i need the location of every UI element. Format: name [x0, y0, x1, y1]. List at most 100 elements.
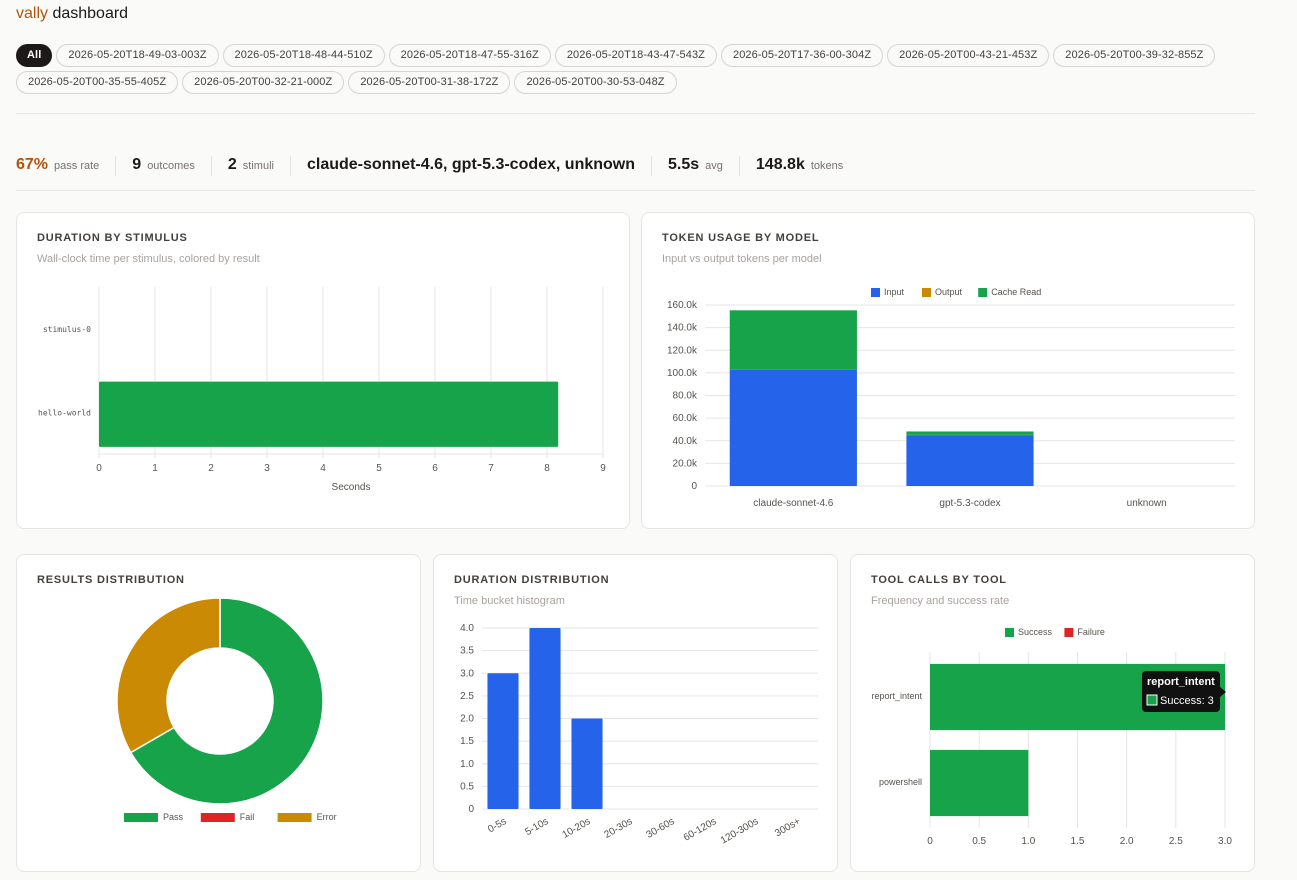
app-title: vally dashboard [16, 5, 128, 23]
x-tick-label: 6 [432, 463, 438, 474]
filter-chip-run[interactable]: 2026-05-20T18-43-47-543Z [554, 44, 717, 67]
card-subtitle: Wall-clock time per stimulus, colored by… [37, 253, 260, 265]
stat-value: 148.8k [755, 156, 805, 173]
x-tick-label: 0 [927, 836, 933, 847]
x-tick-label: 60-120s [682, 816, 719, 844]
bar-hello-world [99, 381, 559, 447]
y-tick-label: report_intent [871, 691, 922, 701]
legend-label: Cache Read [991, 287, 1041, 297]
stat-label: pass rate [54, 160, 100, 172]
filter-chip-run[interactable]: 2026-05-20T00-35-55-405Z [16, 71, 179, 94]
duration-by-stimulus-chart: 0 1 2 3 4 5 6 7 8 9 stimulus-0 hello-world Seconds [38, 287, 606, 493]
card-title: RESULTS DISTRIBUTION [37, 574, 185, 586]
legend-label: Success [1018, 627, 1053, 637]
x-tick-label: 1 [152, 463, 158, 474]
card-subtitle: Frequency and success rate [871, 595, 1010, 607]
y-tick-label: 4.0 [460, 623, 474, 634]
card-subtitle: Input vs output tokens per model [662, 253, 822, 265]
y-tick-label: 3.0 [460, 668, 474, 679]
y-tick-label: 80.0k [673, 391, 698, 402]
y-tick-label: 1.5 [460, 736, 474, 747]
x-tick-label: 7 [488, 463, 494, 474]
summary-stats: 67% pass rate 9 outcomes 2 stimuli claude-sonn… [16, 154, 859, 178]
filter-chip-run[interactable]: 2026-05-20T18-47-55-316Z [388, 44, 551, 67]
x-tick-label: 30-60s [645, 816, 677, 841]
bar-segment-input [906, 435, 1034, 486]
y-tick-label: 0 [691, 481, 697, 492]
pie-slice-error [116, 597, 221, 754]
stat-item: 67% pass rate [16, 156, 115, 176]
y-tick-label: 0.5 [460, 781, 474, 792]
legend-swatch-success [1005, 628, 1014, 637]
bar-segment-input [729, 369, 857, 486]
legend-swatch-output [922, 288, 931, 297]
stat-value: 67% [16, 156, 49, 173]
x-tick-label: 10-20s [561, 816, 593, 841]
y-tick-label: 2.0 [460, 714, 474, 725]
brand-accent: vally [16, 5, 49, 22]
x-tick-label: 3 [264, 463, 270, 474]
legend-label: Pass [163, 812, 184, 822]
token-usage-chart: 0 20.0k 40.0k 60.0k 80.0k 100.0k 120.0k 140.0k 1… [667, 287, 1235, 509]
run-filter-chips: All 2026-05-20T18-49-03-003Z 2026-05-20T18… [16, 44, 1256, 94]
histogram-bar-0-5s [487, 673, 519, 809]
stat-item: 148.8k tokens [738, 156, 859, 176]
y-tick-label: stimulus-0 [43, 325, 91, 334]
stat-value: claude-sonnet-4.6, gpt-5.3-codex, unknow… [306, 156, 636, 173]
filter-chip-run[interactable]: 2026-05-20T00-30-53-048Z [514, 71, 677, 94]
x-tick-label: 5-10s [523, 816, 550, 838]
y-tick-label: 100.0k [667, 368, 698, 379]
duration-distribution-chart: 0 0.5 1.0 1.5 2.0 2.5 3.0 3.5 4.0 0-5s 5-10s 10-20s… [460, 623, 818, 846]
x-tick-label: 2.0 [1120, 836, 1134, 847]
y-tick-label: 2.5 [460, 691, 474, 702]
stat-value: 9 [132, 156, 142, 173]
tooltip-caret [1220, 687, 1226, 697]
y-tick-label: 0 [468, 804, 474, 815]
histogram-bar-10-20s [571, 718, 603, 809]
x-tick-label: 1.0 [1021, 836, 1035, 847]
tooltip-box [1142, 671, 1220, 712]
stat-item: 5.5s avg [651, 156, 739, 176]
x-tick-label: 8 [544, 463, 550, 474]
legend-swatch-fail [200, 813, 235, 822]
card-subtitle: Time bucket histogram [454, 595, 565, 607]
legend-swatch-cache-read [978, 288, 988, 297]
bar-segment-cache-read [729, 310, 857, 370]
y-tick-label: hello-world [38, 408, 91, 417]
filter-chip-run[interactable]: 2026-05-20T00-43-21-453Z [887, 44, 1050, 67]
y-tick-label: 3.5 [460, 646, 474, 657]
stat-item: 9 outcomes [115, 156, 211, 176]
tooltip-swatch [1146, 694, 1158, 706]
x-tick-label: 5 [376, 463, 382, 474]
filter-chip-run[interactable]: 2026-05-20T18-48-44-510Z [222, 44, 385, 67]
filter-chip-run[interactable]: 2026-05-20T18-49-03-003Z [56, 44, 219, 67]
x-tick-label: gpt-5.3-codex [939, 498, 1000, 509]
stat-label: outcomes [147, 160, 195, 172]
filter-chip-run[interactable]: 2026-05-20T00-31-38-172Z [348, 71, 511, 94]
card-title: TOOL CALLS BY TOOL [871, 574, 1007, 586]
y-tick-label: 120.0k [667, 345, 698, 356]
tool-calls-card: TOOL CALLS BY TOOL Frequency and success… [850, 554, 1255, 872]
y-tick-label: 1.0 [460, 759, 474, 770]
x-tick-label: 9 [600, 463, 606, 474]
tooltip-text: Success: 3 [1160, 695, 1214, 707]
x-tick-label: 4 [320, 463, 326, 474]
x-tick-label: claude-sonnet-4.6 [753, 498, 833, 509]
legend-label: Error [317, 812, 337, 822]
filter-chip-all[interactable]: All [16, 44, 53, 67]
x-tick-label: unknown [1127, 498, 1167, 509]
filter-chip-run[interactable]: 2026-05-20T00-39-32-855Z [1053, 44, 1216, 67]
filter-chip-run[interactable]: 2026-05-20T17-36-00-304Z [720, 44, 884, 67]
filter-chip-run[interactable]: 2026-05-20T00-32-21-000Z [182, 71, 345, 94]
tool-calls-chart: 0 0.5 1.0 1.5 2.0 2.5 3.0 Success Failure report_… [871, 627, 1232, 847]
pie-slice-pass [129, 597, 324, 805]
x-tick-label: 2 [208, 463, 214, 474]
legend-label: Failure [1077, 627, 1105, 637]
card-title: TOKEN USAGE BY MODEL [662, 232, 820, 244]
y-tick-label: 40.0k [673, 436, 698, 447]
y-tick-label: 20.0k [673, 458, 698, 469]
legend-swatch-input [871, 288, 880, 297]
results-distribution-card: RESULTS DISTRIBUTION Pass Fail Error [16, 554, 421, 872]
x-tick-label: 300s+ [773, 816, 802, 839]
